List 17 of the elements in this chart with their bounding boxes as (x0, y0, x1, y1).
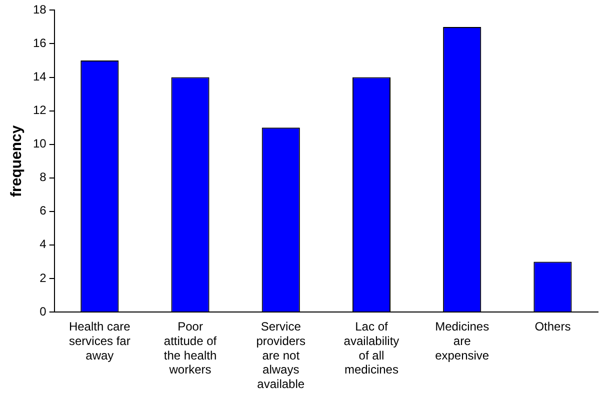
y-tick-label: 10 (32, 136, 47, 151)
y-tick-label: 12 (32, 103, 47, 118)
x-tick-label: Health care services far away (68, 320, 131, 362)
y-tick-label: 18 (32, 2, 47, 17)
y-tick-label: 4 (40, 237, 47, 252)
y-tick-label: 14 (32, 70, 47, 84)
x-tick-label: Others (534, 320, 571, 334)
y-tick-label: 2 (40, 270, 47, 285)
y-axis-title: frequency (8, 124, 26, 197)
x-tick-label: Lac of availability of all medicines (344, 320, 400, 377)
y-tick-label: 16 (32, 36, 47, 50)
y-tick-label: 0 (40, 304, 47, 318)
y-tick-label: 8 (40, 170, 47, 184)
y-tick-label: 6 (40, 204, 47, 218)
x-tick-label: Poor attitude of the health workers (164, 320, 218, 377)
x-tick-label: Medicines are expensive (435, 320, 490, 362)
x-tick-label: Service providers are not always available (256, 320, 306, 392)
